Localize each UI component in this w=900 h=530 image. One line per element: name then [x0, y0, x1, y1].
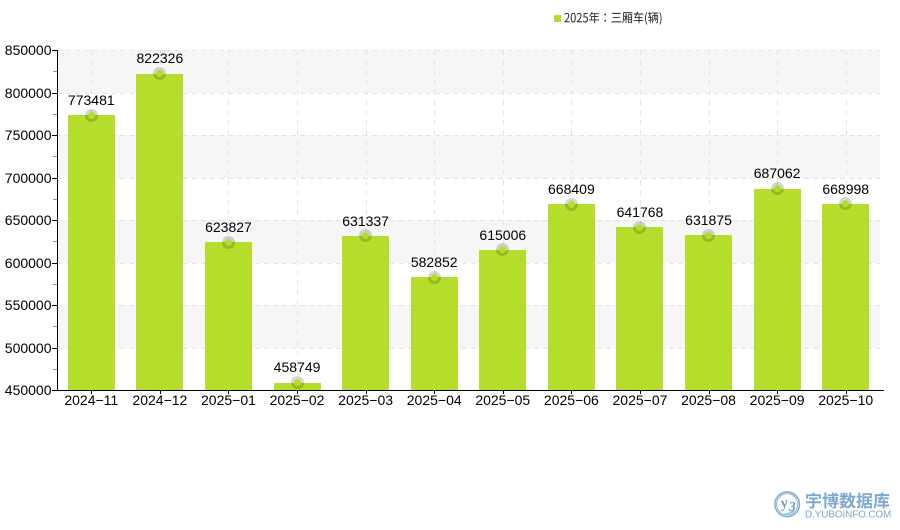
- svg-text:3: 3: [788, 500, 796, 515]
- svg-text:D.YUBOINFO.COM: D.YUBOINFO.COM: [805, 510, 891, 521]
